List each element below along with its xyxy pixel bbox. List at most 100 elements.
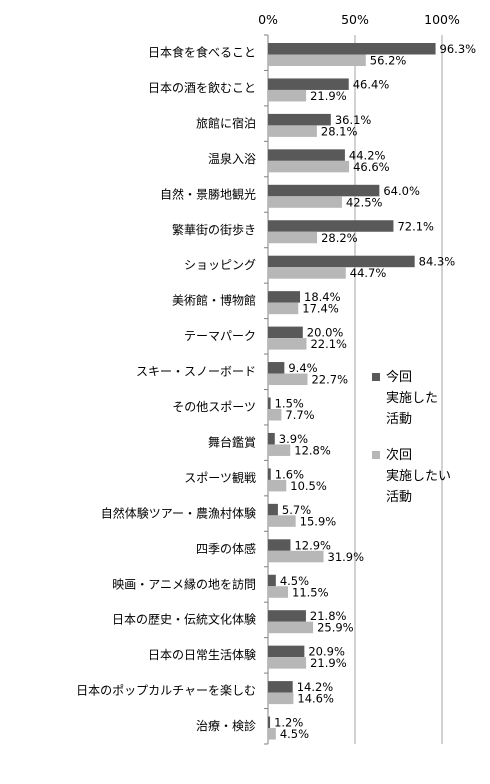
data-label: 28.2% <box>321 231 358 245</box>
category-label: 映画・アニメ縁の地を訪問 <box>112 576 256 591</box>
data-label: 21.9% <box>310 656 347 670</box>
bar-current-activity <box>268 539 291 551</box>
data-label: 36.1% <box>335 113 372 127</box>
category-label: 繁華街の街歩き <box>172 222 256 237</box>
category-label: 日本の酒を飲むこと <box>148 80 256 95</box>
data-label: 4.5% <box>280 727 309 741</box>
bar-next-activity <box>268 54 366 66</box>
data-label: 84.3% <box>419 255 456 269</box>
category-label: 四季の体感 <box>196 541 256 556</box>
bar-current-activity <box>268 291 301 303</box>
bar-next-activity <box>268 302 299 315</box>
bar-next-activity <box>268 267 346 279</box>
category-label: 治療・検診 <box>196 718 256 733</box>
data-label: 4.5% <box>280 574 309 588</box>
bar-current-activity <box>268 78 349 90</box>
data-label: 22.7% <box>311 373 348 387</box>
category-label: 日本の日常生活体験 <box>148 647 256 662</box>
category-label: 旅館に宿泊 <box>196 115 256 130</box>
bar-current-activity <box>268 397 271 409</box>
bar-next-activity <box>268 160 350 173</box>
data-label: 11.5% <box>292 585 329 599</box>
data-label: 20.0% <box>307 326 344 340</box>
data-label: 9.4% <box>288 361 317 375</box>
data-label: 64.0% <box>383 184 420 198</box>
data-label: 56.2% <box>370 54 407 68</box>
data-label: 28.1% <box>321 124 358 138</box>
data-label: 1.5% <box>275 397 304 411</box>
category-label: スキー・スノーボード <box>136 365 256 379</box>
legend-label: 次回 <box>386 447 412 463</box>
data-label: 5.7% <box>282 503 311 517</box>
data-label: 72.1% <box>397 219 434 233</box>
data-label: 46.4% <box>353 77 390 91</box>
bar-next-activity <box>268 338 307 350</box>
data-label: 42.5% <box>346 195 383 209</box>
category-label: その他スポーツ <box>172 400 256 414</box>
bar-next-activity <box>268 444 291 456</box>
bar-next-activity <box>268 621 314 634</box>
bar-current-activity <box>268 255 415 268</box>
data-label: 12.8% <box>294 443 331 457</box>
category-label: スポーツ観戦 <box>184 471 256 485</box>
category-label: 日本食を食べること <box>148 45 256 60</box>
legend-label: 実施したい <box>386 468 451 484</box>
category-label: ショッピング <box>184 258 256 272</box>
category-label: 美術館・博物館 <box>172 293 256 308</box>
data-label: 14.2% <box>297 680 334 694</box>
bar-next-activity <box>268 125 317 137</box>
bar-next-activity <box>268 409 282 421</box>
bar-current-activity <box>268 574 276 587</box>
legend-swatch <box>372 451 380 459</box>
bar-current-activity <box>268 184 380 197</box>
bar-current-activity <box>268 503 278 516</box>
data-label: 20.9% <box>308 645 345 659</box>
bar-next-activity <box>268 515 296 527</box>
data-label: 44.2% <box>349 148 386 162</box>
category-label: 日本のポップカルチャーを楽しむ <box>76 684 256 698</box>
category-label: 舞台鑑賞 <box>208 434 256 449</box>
data-label: 1.6% <box>275 467 304 481</box>
data-label: 7.7% <box>285 408 314 422</box>
bar-next-activity <box>268 196 342 208</box>
data-label: 10.5% <box>290 479 327 493</box>
x-tick-label: 0% <box>258 12 278 27</box>
data-label: 21.9% <box>310 89 347 103</box>
bar-current-activity <box>268 681 293 693</box>
bar-current-activity <box>268 645 305 658</box>
data-label: 3.9% <box>279 432 308 446</box>
category-label: テーマパーク <box>184 329 256 343</box>
x-tick-label: 100% <box>424 12 460 27</box>
bar-current-activity <box>268 149 345 161</box>
bar-current-activity <box>268 362 285 374</box>
data-label: 22.1% <box>310 337 347 351</box>
data-label: 14.6% <box>297 692 334 706</box>
data-label: 1.2% <box>274 716 303 730</box>
data-label: 18.4% <box>304 290 341 304</box>
bar-next-activity <box>268 479 287 492</box>
bar-next-activity <box>268 692 294 705</box>
bar-current-activity <box>268 113 331 126</box>
bar-next-activity <box>268 657 307 669</box>
category-label: 自然体験ツアー・農漁村体験 <box>101 505 256 520</box>
bar-current-activity <box>268 432 275 445</box>
data-label: 46.6% <box>353 160 390 174</box>
data-label: 21.8% <box>310 609 347 623</box>
bar-current-activity <box>268 326 303 339</box>
bar-next-activity <box>268 373 308 386</box>
legend-swatch <box>372 373 380 381</box>
bar-next-activity <box>268 89 307 102</box>
bar-current-activity <box>268 43 436 55</box>
x-tick-label: 50% <box>341 12 369 27</box>
legend-label: 今回 <box>386 369 412 385</box>
bar-next-activity <box>268 586 289 598</box>
data-label: 44.7% <box>350 266 387 280</box>
bar-current-activity <box>268 220 394 232</box>
bar-current-activity <box>268 716 271 729</box>
legend-label: 活動 <box>386 412 412 427</box>
data-label: 17.4% <box>302 302 339 316</box>
bar-next-activity <box>268 550 324 563</box>
data-label: 12.9% <box>294 538 331 552</box>
